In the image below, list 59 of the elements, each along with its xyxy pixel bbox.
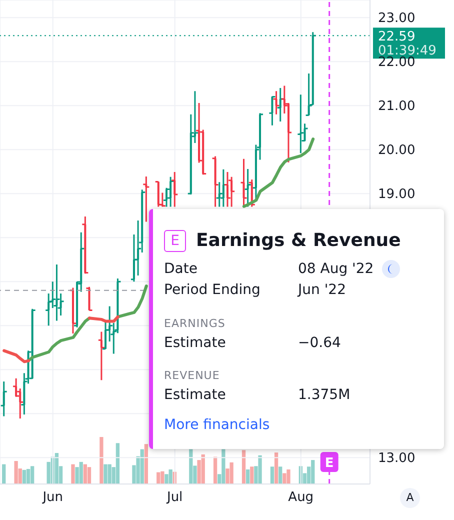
annotation: 1.375M bbox=[298, 387, 350, 403]
text: A bbox=[400, 488, 420, 508]
bar bbox=[278, 466, 282, 484]
annotation: −0.64 bbox=[298, 335, 341, 351]
annotation: More financials bbox=[164, 417, 270, 433]
bar bbox=[26, 468, 30, 484]
bar bbox=[250, 466, 254, 484]
annotation: Estimate bbox=[164, 335, 226, 351]
bar bbox=[140, 449, 144, 484]
bar bbox=[156, 472, 160, 484]
annotation: E bbox=[324, 456, 334, 471]
bar bbox=[242, 450, 246, 484]
annotation: Estimate bbox=[164, 387, 226, 403]
bar bbox=[222, 449, 226, 484]
bar bbox=[258, 455, 262, 484]
bar bbox=[311, 460, 315, 484]
annotation: E bbox=[164, 230, 186, 252]
annotation: Period Ending bbox=[164, 282, 260, 298]
bar bbox=[22, 470, 26, 484]
bar bbox=[30, 466, 34, 484]
bar bbox=[100, 437, 104, 484]
bar bbox=[282, 473, 286, 484]
bar bbox=[168, 469, 172, 484]
y-tick-label: 13.00 bbox=[378, 451, 416, 466]
x-tick-label: Jul bbox=[166, 490, 183, 506]
annotation: 08 Aug '22 bbox=[298, 261, 374, 277]
y-tick-label: 23.00 bbox=[378, 11, 416, 26]
bar bbox=[87, 467, 92, 484]
bar bbox=[160, 471, 164, 484]
bar bbox=[213, 456, 218, 484]
bar bbox=[2, 464, 6, 484]
bar bbox=[189, 449, 193, 484]
bar bbox=[230, 462, 234, 484]
annotation: Earnings & Revenue bbox=[196, 230, 401, 251]
y-tick-label: 21.00 bbox=[378, 99, 416, 114]
bar bbox=[246, 469, 250, 484]
bar bbox=[83, 464, 88, 484]
y-tick-label: 22.00 bbox=[378, 55, 416, 70]
bar bbox=[104, 464, 108, 484]
bar bbox=[270, 466, 274, 484]
ref-line-label: 22.59 bbox=[378, 30, 416, 45]
bar bbox=[286, 469, 290, 484]
bar bbox=[14, 460, 18, 484]
bar bbox=[79, 462, 83, 484]
x-tick-label: Jun bbox=[42, 490, 64, 506]
bar bbox=[54, 452, 59, 484]
annotation: Date bbox=[164, 261, 198, 277]
annotation: Jun '22 bbox=[298, 282, 346, 298]
y-tick-label: 19.00 bbox=[378, 187, 416, 202]
bar bbox=[108, 464, 112, 484]
x-tick-label: Aug bbox=[288, 490, 314, 506]
bar bbox=[71, 464, 75, 484]
y-tick-label: 20.00 bbox=[378, 143, 416, 158]
bar bbox=[274, 452, 278, 484]
bar bbox=[116, 443, 120, 484]
annotation: REVENUE bbox=[164, 369, 220, 382]
annotation: EARNINGS bbox=[164, 317, 226, 330]
bar bbox=[201, 454, 205, 484]
bar bbox=[144, 444, 148, 484]
